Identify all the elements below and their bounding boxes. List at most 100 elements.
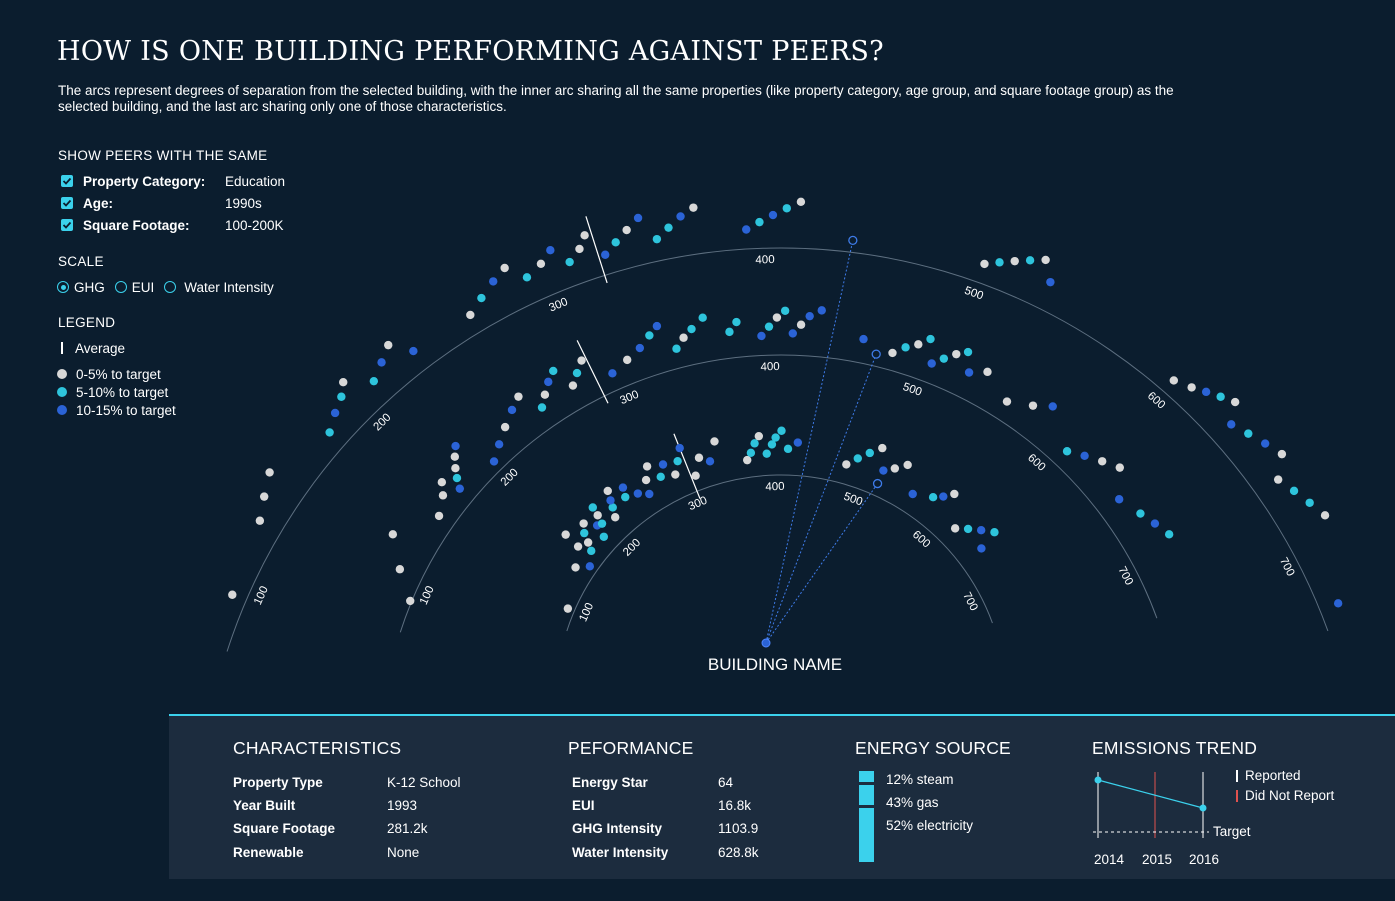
- peer-dot[interactable]: [588, 503, 597, 512]
- peer-dot[interactable]: [500, 263, 509, 273]
- peer-dot[interactable]: [575, 244, 584, 254]
- peer-dot[interactable]: [611, 238, 620, 247]
- peer-dot[interactable]: [618, 483, 628, 492]
- peer-dot[interactable]: [672, 344, 681, 353]
- peer-dot[interactable]: [742, 225, 751, 234]
- peer-dot[interactable]: [255, 516, 265, 525]
- peer-dot[interactable]: [788, 329, 797, 338]
- peer-dot[interactable]: [878, 443, 887, 453]
- peer-dot[interactable]: [228, 590, 237, 599]
- peer-dot[interactable]: [434, 511, 444, 521]
- peer-dot[interactable]: [888, 348, 897, 358]
- peer-dot[interactable]: [732, 317, 741, 327]
- scale-radio-water[interactable]: [164, 281, 177, 293]
- peer-dot[interactable]: [762, 449, 771, 458]
- peer-dot[interactable]: [623, 355, 632, 365]
- peer-dot[interactable]: [1048, 402, 1057, 411]
- peer-dot[interactable]: [908, 489, 917, 499]
- peer-dot[interactable]: [577, 356, 586, 365]
- peer-dot[interactable]: [772, 313, 782, 322]
- selected-building-marker[interactable]: [848, 235, 858, 246]
- peer-dot[interactable]: [964, 368, 974, 377]
- peer-dot[interactable]: [976, 525, 986, 535]
- peer-dot[interactable]: [583, 538, 593, 547]
- peer-dot[interactable]: [514, 392, 523, 401]
- peer-dot[interactable]: [622, 225, 631, 235]
- peer-dot[interactable]: [939, 492, 948, 501]
- peer-dot[interactable]: [865, 448, 874, 458]
- peer-dot[interactable]: [676, 212, 685, 221]
- peer-dot[interactable]: [754, 431, 764, 441]
- peer-dot[interactable]: [1333, 599, 1343, 608]
- peer-dot[interactable]: [673, 456, 682, 466]
- peer-dot[interactable]: [645, 331, 654, 340]
- peer-dot[interactable]: [561, 530, 570, 539]
- peer-dot[interactable]: [664, 223, 673, 232]
- peer-dot[interactable]: [1260, 439, 1270, 448]
- peer-dot[interactable]: [725, 327, 734, 337]
- peer-dot[interactable]: [642, 462, 652, 471]
- property-category-checkbox[interactable]: [61, 175, 73, 187]
- peer-dot[interactable]: [782, 204, 791, 213]
- peer-dot[interactable]: [494, 440, 504, 449]
- peer-dot[interactable]: [1114, 495, 1124, 504]
- peer-dot[interactable]: [384, 340, 393, 350]
- peer-dot[interactable]: [645, 489, 654, 499]
- peer-dot[interactable]: [540, 390, 550, 399]
- peer-dot[interactable]: [489, 457, 499, 466]
- peer-dot[interactable]: [579, 519, 588, 528]
- peer-dot[interactable]: [1244, 429, 1253, 438]
- scale-radio-eui[interactable]: [114, 281, 127, 293]
- peer-dot[interactable]: [1227, 420, 1236, 429]
- peer-dot[interactable]: [1080, 451, 1089, 461]
- peer-dot[interactable]: [603, 486, 612, 496]
- peer-dot[interactable]: [507, 405, 517, 415]
- peer-dot[interactable]: [783, 444, 793, 454]
- peer-dot[interactable]: [842, 460, 851, 469]
- peer-dot[interactable]: [879, 466, 888, 475]
- scale-radio-ghg[interactable]: [57, 281, 69, 293]
- selected-building-node[interactable]: [761, 638, 771, 648]
- peer-dot[interactable]: [606, 496, 615, 505]
- peer-dot[interactable]: [995, 258, 1004, 267]
- peer-dot[interactable]: [572, 368, 582, 378]
- scale-label-ghg[interactable]: GHG: [74, 279, 105, 295]
- peer-dot[interactable]: [796, 197, 806, 207]
- peer-dot[interactable]: [544, 377, 553, 387]
- peer-dot[interactable]: [927, 359, 936, 368]
- peer-dot[interactable]: [571, 563, 580, 572]
- peer-dot[interactable]: [671, 470, 680, 479]
- peer-dot[interactable]: [489, 277, 498, 286]
- peer-dot[interactable]: [1010, 256, 1019, 266]
- selected-building-marker[interactable]: [872, 478, 883, 489]
- filter-square-footage[interactable]: Square Footage: 100-200K: [61, 216, 284, 234]
- peer-dot[interactable]: [1289, 486, 1299, 496]
- peer-dot[interactable]: [939, 354, 949, 363]
- peer-dot[interactable]: [635, 343, 645, 353]
- peer-dot[interactable]: [633, 213, 643, 223]
- peer-dot[interactable]: [611, 513, 620, 522]
- peer-dot[interactable]: [658, 460, 668, 469]
- peer-dot[interactable]: [587, 546, 596, 556]
- peer-dot[interactable]: [455, 484, 465, 493]
- peer-dot[interactable]: [771, 433, 780, 442]
- peer-dot[interactable]: [990, 528, 999, 537]
- filter-age[interactable]: Age: 1990s: [61, 194, 262, 212]
- peer-dot[interactable]: [608, 369, 617, 378]
- peer-dot[interactable]: [259, 492, 269, 501]
- peer-dot[interactable]: [369, 376, 379, 386]
- trend-point-2014[interactable]: [1094, 776, 1102, 784]
- peer-dot[interactable]: [568, 381, 578, 390]
- scale-label-eui[interactable]: EUI: [131, 279, 155, 295]
- peer-dot[interactable]: [817, 306, 826, 315]
- peer-dot[interactable]: [926, 334, 935, 344]
- peer-dot[interactable]: [585, 562, 595, 571]
- peer-dot[interactable]: [477, 293, 486, 303]
- peer-dot[interactable]: [859, 334, 868, 344]
- scale-label-water[interactable]: Water Intensity: [184, 279, 274, 295]
- peer-dot[interactable]: [621, 492, 630, 502]
- peer-dot[interactable]: [1136, 509, 1145, 518]
- peer-dot[interactable]: [409, 346, 418, 356]
- peer-dot[interactable]: [903, 460, 912, 470]
- peer-dot[interactable]: [565, 257, 574, 267]
